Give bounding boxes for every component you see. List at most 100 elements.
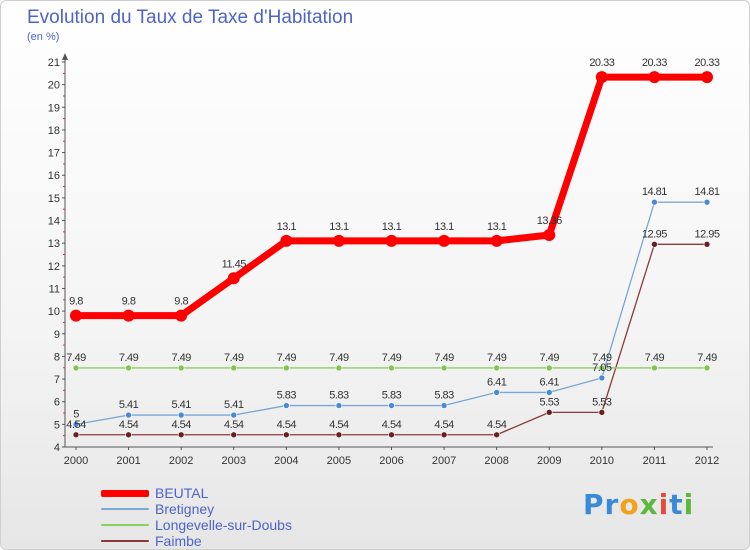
x-tick-label: 2004 <box>274 455 298 467</box>
data-label: 5.53 <box>540 396 560 408</box>
data-point <box>388 402 395 409</box>
data-point <box>493 389 500 396</box>
data-label: 4.54 <box>487 419 507 431</box>
y-tick-label: 9 <box>54 329 60 341</box>
data-label: 13.1 <box>434 221 454 233</box>
data-point <box>230 411 238 419</box>
legend-item: Faimbe <box>101 533 292 549</box>
data-point <box>598 374 606 382</box>
data-label: 7.49 <box>224 352 244 364</box>
y-axis-arrow <box>62 53 68 60</box>
data-label: 7.49 <box>540 352 560 364</box>
y-axis-unit-label: (en %) <box>27 31 60 43</box>
data-label: 4.54 <box>277 419 297 431</box>
x-tick-label: 2012 <box>695 455 719 467</box>
x-tick-label: 2006 <box>379 455 403 467</box>
data-point <box>438 234 451 247</box>
data-label: 4.54 <box>329 419 349 431</box>
data-label: 7.49 <box>434 352 454 364</box>
x-tick-label: 2005 <box>327 455 351 467</box>
y-tick-label: 16 <box>48 170 60 182</box>
y-tick-label: 21 <box>48 57 60 69</box>
legend-item: BEUTAL <box>101 485 292 501</box>
legend-swatch <box>101 524 149 526</box>
data-label: 5.53 <box>592 396 612 408</box>
series-line <box>72 73 711 320</box>
data-label: 13.1 <box>329 221 349 233</box>
y-tick-label: 6 <box>54 397 60 409</box>
y-tick-label: 8 <box>54 351 60 363</box>
data-label: 7.49 <box>119 352 139 364</box>
data-point <box>122 309 135 322</box>
data-label: 5.83 <box>329 390 349 402</box>
data-label: 5.41 <box>119 399 139 411</box>
data-label: 7.49 <box>171 352 191 364</box>
data-point <box>283 431 290 439</box>
legend-item: Longevelle-sur-Doubs <box>101 517 292 533</box>
data-point <box>545 364 553 372</box>
data-point <box>72 431 80 439</box>
data-label: 4.54 <box>171 419 191 431</box>
data-point <box>595 71 608 84</box>
data-point <box>490 234 503 247</box>
data-label: 12.95 <box>642 228 667 240</box>
y-tick-label: 17 <box>48 148 60 160</box>
data-label: 7.49 <box>329 352 349 364</box>
legend-label: BEUTAL <box>155 485 209 501</box>
legend-swatch <box>101 489 149 497</box>
data-label: 7.49 <box>382 352 402 364</box>
data-point <box>227 272 240 285</box>
y-tick-label: 12 <box>48 261 60 273</box>
data-point <box>72 364 80 372</box>
data-point <box>440 431 448 439</box>
data-point <box>70 309 82 322</box>
data-point <box>332 234 345 247</box>
y-tick-label: 7 <box>54 374 60 386</box>
data-label: 4.54 <box>119 419 139 431</box>
data-point <box>493 364 500 372</box>
y-tick-label: 15 <box>48 193 60 205</box>
y-tick-label: 14 <box>48 216 60 228</box>
data-point <box>440 402 448 409</box>
data-label: 14.81 <box>694 186 719 198</box>
data-point <box>545 389 553 396</box>
data-point <box>177 364 185 372</box>
data-point <box>283 364 290 372</box>
x-tick-label: 2007 <box>432 455 456 467</box>
data-label: 5.41 <box>224 399 244 411</box>
data-point <box>125 431 132 439</box>
data-point <box>72 421 80 428</box>
data-label: 7.49 <box>592 352 612 364</box>
chart-title: Evolution du Taux de Taxe d'Habitation <box>27 7 354 28</box>
data-point <box>388 364 395 372</box>
data-label: 6.41 <box>540 376 560 388</box>
x-tick-label: 2003 <box>222 455 246 467</box>
data-label: 9.8 <box>174 296 188 308</box>
data-point <box>283 402 290 409</box>
y-tick-label: 10 <box>48 306 60 318</box>
data-point <box>701 71 713 84</box>
data-label: 7.49 <box>645 352 665 364</box>
data-point <box>177 431 185 439</box>
data-point <box>280 234 293 247</box>
data-point <box>648 71 661 84</box>
data-point <box>703 241 711 248</box>
data-point <box>598 409 606 416</box>
data-point <box>125 411 132 419</box>
data-label: 5.83 <box>277 390 297 402</box>
y-tick-label: 19 <box>48 102 60 114</box>
legend-item: Bretigney <box>101 501 292 517</box>
x-tick-label: 2010 <box>590 455 614 467</box>
data-point <box>335 431 343 439</box>
data-point <box>125 364 132 372</box>
data-label: 20.33 <box>642 57 667 69</box>
data-label: 6.41 <box>487 376 507 388</box>
x-tick-label: 2011 <box>643 455 667 467</box>
data-label: 13.1 <box>382 221 402 233</box>
data-point <box>651 198 658 206</box>
data-point <box>385 234 398 247</box>
data-label: 20.33 <box>694 57 719 69</box>
data-point <box>175 309 188 322</box>
y-tick-label: 11 <box>49 283 60 295</box>
